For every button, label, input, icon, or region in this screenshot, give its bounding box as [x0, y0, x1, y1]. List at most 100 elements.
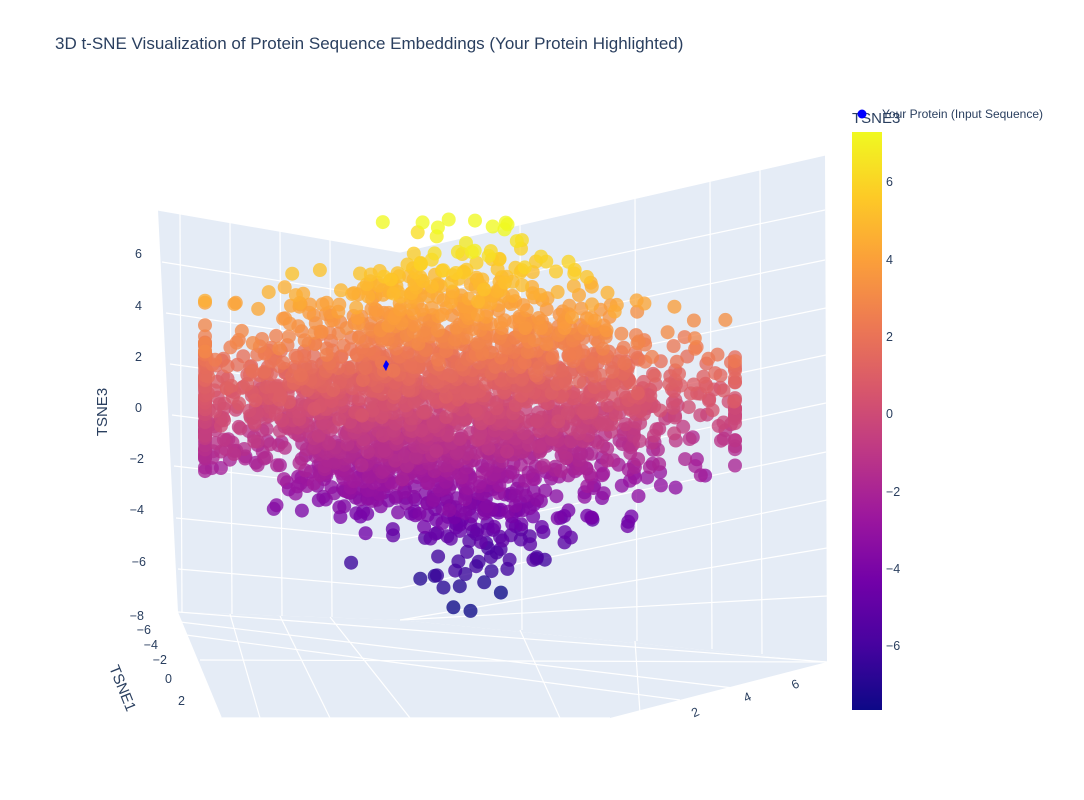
data-point[interactable]: [624, 509, 639, 524]
data-point[interactable]: [316, 489, 331, 504]
data-point[interactable]: [636, 374, 651, 389]
data-point[interactable]: [495, 533, 510, 548]
data-point[interactable]: [534, 520, 549, 534]
data-point[interactable]: [452, 579, 467, 594]
data-point[interactable]: [397, 449, 412, 464]
data-point[interactable]: [716, 383, 731, 398]
data-point[interactable]: [311, 428, 326, 443]
data-point[interactable]: [678, 452, 693, 467]
data-point[interactable]: [532, 360, 547, 375]
data-point[interactable]: [355, 408, 370, 423]
data-point[interactable]: [334, 283, 348, 298]
data-point[interactable]: [557, 321, 572, 335]
data-point[interactable]: [385, 522, 400, 537]
data-point[interactable]: [475, 346, 490, 361]
data-point[interactable]: [630, 386, 645, 401]
data-point[interactable]: [417, 519, 432, 534]
data-point[interactable]: [523, 537, 538, 552]
data-point[interactable]: [517, 355, 532, 370]
data-point[interactable]: [413, 571, 428, 586]
data-point[interactable]: [452, 503, 467, 518]
data-point[interactable]: [430, 352, 445, 367]
data-point[interactable]: [227, 297, 242, 311]
data-point[interactable]: [319, 295, 334, 310]
data-point[interactable]: [561, 503, 576, 518]
legend-label[interactable]: Your Protein (Input Sequence): [882, 107, 1043, 121]
data-point[interactable]: [350, 310, 365, 325]
data-point[interactable]: [439, 389, 453, 404]
data-point[interactable]: [584, 403, 599, 418]
data-point[interactable]: [632, 434, 647, 448]
data-point[interactable]: [584, 310, 599, 325]
data-point[interactable]: [460, 544, 475, 559]
data-point[interactable]: [605, 377, 620, 392]
data-point[interactable]: [349, 300, 364, 315]
data-point[interactable]: [500, 444, 515, 459]
data-point[interactable]: [561, 254, 576, 269]
data-point[interactable]: [614, 326, 629, 341]
data-point[interactable]: [468, 403, 483, 418]
data-point[interactable]: [567, 266, 582, 281]
data-point[interactable]: [198, 428, 212, 443]
data-point[interactable]: [332, 297, 347, 312]
data-point[interactable]: [430, 568, 444, 583]
data-point[interactable]: [608, 407, 623, 422]
data-point[interactable]: [463, 603, 478, 618]
data-point[interactable]: [261, 285, 276, 300]
data-point[interactable]: [436, 580, 451, 595]
data-point[interactable]: [667, 299, 682, 314]
data-point[interactable]: [208, 352, 223, 367]
data-point[interactable]: [481, 248, 496, 263]
data-point[interactable]: [534, 249, 548, 264]
data-point[interactable]: [276, 355, 291, 370]
data-point[interactable]: [688, 341, 703, 356]
data-point[interactable]: [377, 269, 392, 284]
legend-marker[interactable]: [857, 109, 867, 119]
data-point[interactable]: [400, 257, 415, 272]
data-point[interactable]: [435, 516, 450, 530]
data-point[interactable]: [508, 498, 523, 513]
data-point[interactable]: [277, 472, 291, 487]
data-point[interactable]: [448, 563, 463, 578]
data-point[interactable]: [564, 310, 579, 325]
data-point[interactable]: [669, 354, 684, 369]
data-point[interactable]: [549, 489, 564, 504]
data-point[interactable]: [643, 388, 658, 403]
data-point[interactable]: [460, 385, 475, 400]
data-point[interactable]: [518, 321, 533, 336]
data-point[interactable]: [414, 423, 429, 438]
data-point[interactable]: [566, 279, 581, 294]
data-point[interactable]: [442, 503, 457, 518]
data-point[interactable]: [549, 264, 563, 279]
data-point[interactable]: [273, 388, 288, 403]
data-point[interactable]: [332, 412, 347, 427]
data-point[interactable]: [560, 406, 575, 421]
data-point[interactable]: [386, 363, 401, 378]
data-point[interactable]: [408, 450, 423, 465]
data-point[interactable]: [312, 263, 327, 277]
data-point[interactable]: [647, 368, 662, 383]
point-cloud[interactable]: [198, 212, 742, 618]
data-point[interactable]: [600, 285, 615, 300]
data-point[interactable]: [452, 431, 467, 446]
data-point[interactable]: [631, 489, 646, 503]
data-point[interactable]: [236, 349, 251, 364]
data-point[interactable]: [426, 493, 441, 507]
data-point[interactable]: [232, 396, 246, 411]
data-point[interactable]: [473, 535, 488, 550]
data-point[interactable]: [270, 458, 285, 473]
data-point[interactable]: [580, 479, 595, 494]
data-point[interactable]: [326, 383, 341, 398]
data-point[interactable]: [553, 463, 568, 478]
data-point[interactable]: [728, 433, 742, 448]
data-point[interactable]: [277, 280, 292, 295]
data-point[interactable]: [666, 339, 681, 353]
data-point[interactable]: [391, 505, 406, 520]
data-point[interactable]: [319, 347, 334, 362]
data-point[interactable]: [242, 403, 257, 418]
data-point[interactable]: [660, 325, 675, 340]
data-point[interactable]: [269, 498, 284, 513]
data-point[interactable]: [426, 415, 441, 429]
data-point[interactable]: [386, 286, 401, 301]
data-point[interactable]: [470, 307, 485, 322]
